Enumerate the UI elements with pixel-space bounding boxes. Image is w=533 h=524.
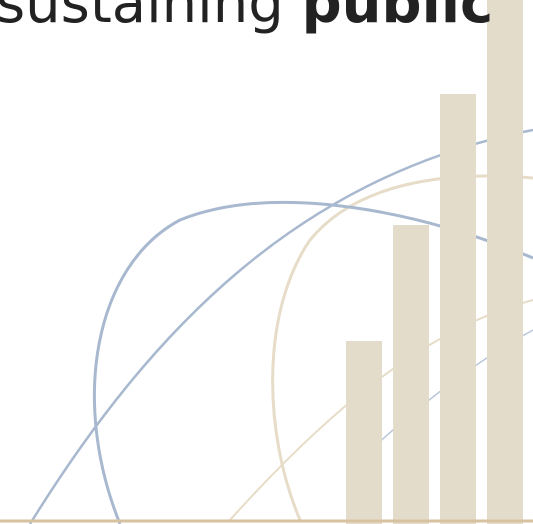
decorative-bar-3 (440, 94, 476, 524)
blue-arc-large (92, 200, 533, 524)
decorative-bar-2 (393, 225, 429, 524)
headline-regular-text: sustaining (0, 0, 302, 36)
headline-bold-text: public (301, 0, 494, 36)
bar-group (346, 0, 523, 524)
blue-arc-diagonal (28, 128, 533, 524)
decorative-bar-4 (487, 0, 523, 524)
headline: sustaining public (0, 0, 493, 32)
decorative-bar-1 (346, 341, 382, 524)
